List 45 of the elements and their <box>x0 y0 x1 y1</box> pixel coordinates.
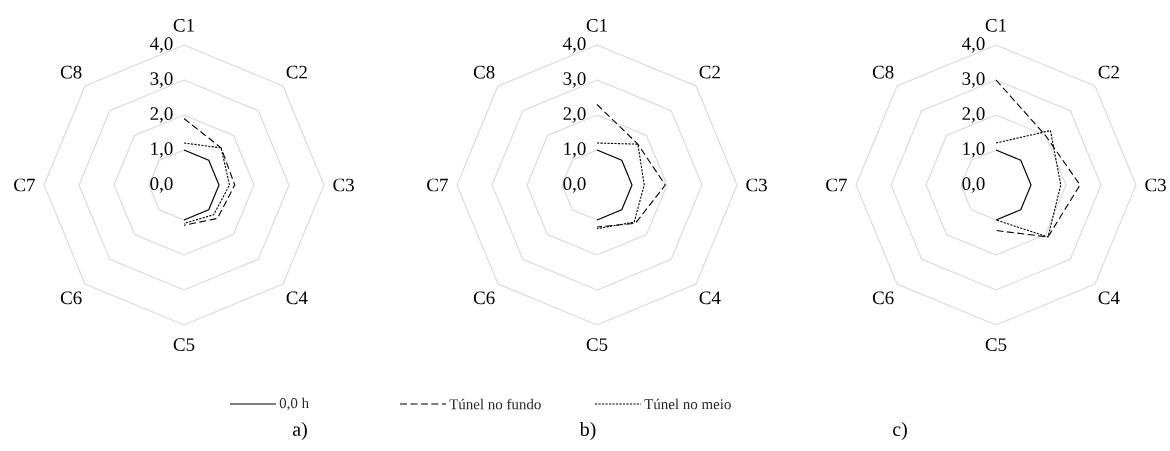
spoke-label: C1 <box>586 19 607 32</box>
spoke-label: C2 <box>286 65 307 79</box>
y-tick-label: 0,0 <box>962 177 985 193</box>
legend-label: Túnel no meio <box>644 398 731 410</box>
spoke-label: C7 <box>427 178 448 192</box>
spoke-label: C4 <box>286 291 308 305</box>
y-tick-label: 3,0 <box>563 72 586 88</box>
spoke-label: C2 <box>699 65 720 79</box>
spoke-label: C1 <box>985 19 1006 32</box>
spoke-label: C3 <box>333 178 354 192</box>
spoke-label: C5 <box>173 338 195 351</box>
spoke-label: C7 <box>14 178 35 192</box>
y-tick-label: 0,0 <box>563 177 586 193</box>
spoke-label: C4 <box>1098 291 1120 305</box>
y-tick-label: 3,0 <box>150 72 173 88</box>
spoke-label: C7 <box>826 178 847 192</box>
spoke-label: C5 <box>586 338 608 351</box>
y-tick-label: 3,0 <box>962 72 985 88</box>
spoke-label: C8 <box>60 65 82 79</box>
text: b) <box>579 421 596 441</box>
spoke-label: C3 <box>1145 178 1166 192</box>
spoke-label: C2 <box>1098 65 1119 79</box>
y-tick-label: 0,0 <box>150 177 173 193</box>
legend-label: 0,0 h <box>279 397 309 411</box>
y-tick-label: 1,0 <box>151 142 173 158</box>
y-tick-label: 2,0 <box>962 107 985 123</box>
spoke-label: C6 <box>60 291 82 305</box>
y-tick-label: 1,0 <box>564 142 586 158</box>
spoke-label: C1 <box>173 19 194 32</box>
y-tick-label: 2,0 <box>563 107 586 123</box>
spoke-label: C6 <box>473 291 495 305</box>
spoke-label: C4 <box>699 291 721 305</box>
spoke-label: C8 <box>872 65 894 79</box>
spoke-label: C8 <box>473 65 495 79</box>
y-tick-label: 1,0 <box>963 142 985 158</box>
legend-label: Túnel no fundo <box>449 398 541 410</box>
text: a) <box>292 421 307 441</box>
y-tick-label: 2,0 <box>150 107 173 123</box>
spoke-label: C3 <box>746 178 767 192</box>
y-tick-label: 4,0 <box>962 37 985 53</box>
y-tick-label: 4,0 <box>563 37 586 53</box>
spoke-label: C6 <box>872 291 894 305</box>
spoke-label: C5 <box>985 338 1007 351</box>
y-tick-label: 4,0 <box>150 37 173 53</box>
text: c) <box>893 421 907 441</box>
